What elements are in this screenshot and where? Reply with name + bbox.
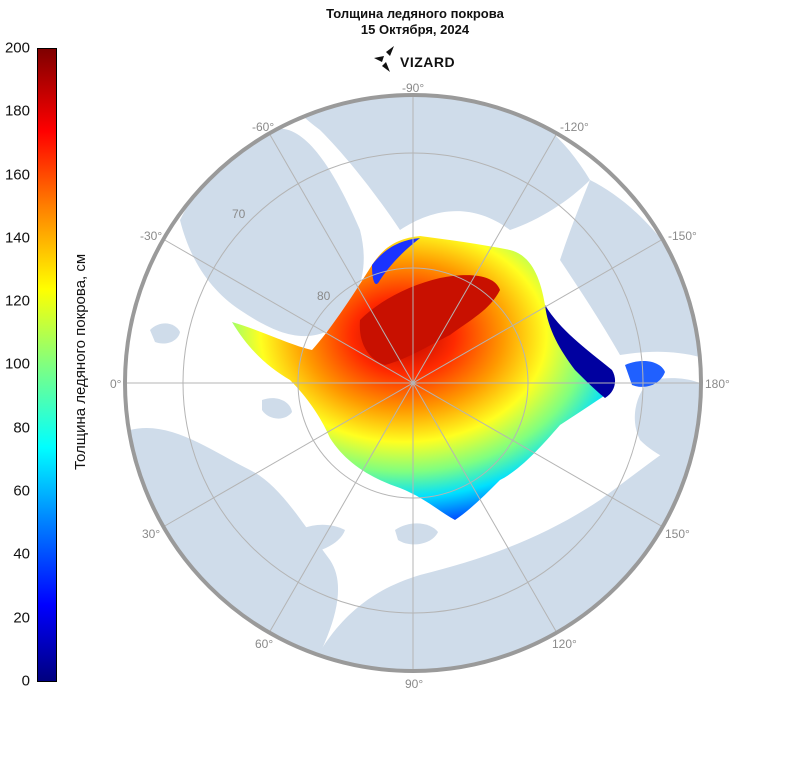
map-rim [123,93,703,673]
land-iceland [150,323,180,344]
vizard-logo-icon [374,46,394,72]
lon-label-90: 90° [405,677,423,691]
sea-ice-thick-core [359,275,500,365]
lon-label-180: 180° [705,377,730,391]
colorbar-tick: 80 [13,419,30,437]
land-canada [280,95,590,230]
map-subtitle: 15 Октября, 2024 [360,22,470,37]
land-svalbard [262,398,292,419]
sea-ice-edge-north [372,238,420,285]
colorbar-tick: 100 [4,355,30,373]
lon-label-neg120: -120° [560,120,589,134]
lon-label-60: 60° [255,637,273,651]
vizard-logo: VIZARD [370,44,480,74]
colorbar-tick: 160 [4,166,30,184]
lat-label-80: 80 [317,289,331,303]
vizard-logo-text: VIZARD [400,54,456,70]
colorbar-tick: 40 [13,545,30,563]
lon-label-30: 30° [142,527,160,541]
lat-label-70: 70 [232,207,246,221]
lon-label-neg90: -90° [402,81,424,95]
lon-label-150: 150° [665,527,690,541]
land-alaska [560,180,701,360]
colorbar-tick: 60 [13,482,30,500]
lon-label-neg150: -150° [668,229,697,243]
colorbar-tick: 120 [4,292,30,310]
colorbar-tick: 180 [4,102,30,120]
land-greenland [180,128,364,337]
lon-label-neg30: -30° [140,229,162,243]
sea-ice-edge-east [545,305,616,398]
lon-label-0: 0° [110,377,122,391]
lon-label-120: 120° [552,637,577,651]
colorbar-tick: 0 [21,672,30,690]
lon-label-neg60: -60° [252,120,274,134]
land-severnaya [395,523,438,545]
graticule [125,95,701,671]
map-title-block: Толщина ледяного покрова 15 Октября, 202… [300,6,530,38]
colorbar-tick: 20 [13,609,30,627]
meridian-150 [162,238,664,528]
colorbar-tick: 200 [4,39,30,57]
sea-ice-chukchi-patch [625,360,665,387]
colorbar-tick: 140 [4,229,30,247]
map-title: Толщина ледяного покрова [326,6,504,21]
land-novaya-zemlya [285,524,345,555]
colorbar [37,48,57,682]
